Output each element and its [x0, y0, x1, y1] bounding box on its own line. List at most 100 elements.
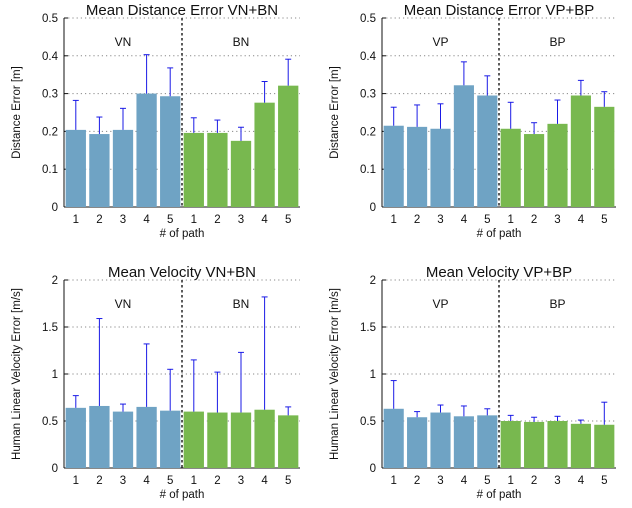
bar	[254, 102, 275, 207]
x-tick-label: 3	[437, 214, 443, 226]
bar	[547, 123, 568, 207]
x-tick-label: 1	[73, 475, 79, 487]
y-axis-label: Distance Error [m]	[329, 66, 341, 159]
x-tick-label: 4	[143, 214, 150, 226]
bar	[278, 415, 299, 468]
bar	[524, 421, 545, 468]
y-tick-label: 0.4	[42, 51, 59, 63]
bar	[500, 128, 521, 207]
y-tick-label: 0.4	[360, 51, 377, 63]
x-tick-label: 2	[531, 214, 537, 226]
bar	[570, 423, 591, 468]
x-tick-label: 3	[120, 475, 126, 487]
y-tick-label: 1.5	[360, 322, 376, 334]
chart-panel-2: Mean Distance Error VP+BP 0 0.1 0.2 0.3 0.4 0.…	[329, 2, 616, 240]
x-tick-label: 4	[261, 475, 268, 487]
x-tick-label: 5	[167, 475, 173, 487]
y-tick-label: 0	[52, 202, 58, 214]
x-tick-label: 4	[578, 214, 585, 226]
chart-title: Mean Distance Error VP+BP	[404, 2, 595, 19]
y-tick-label: 1.5	[42, 322, 58, 334]
x-tick-label: 5	[601, 475, 607, 487]
chart-title: Mean Velocity VN+BN	[108, 264, 256, 281]
x-tick-label: 5	[484, 475, 490, 487]
bar	[89, 405, 110, 468]
group-label: BP	[549, 35, 565, 49]
group-label: BP	[549, 297, 565, 311]
x-tick-label: 3	[554, 214, 560, 226]
x-tick-label: 5	[285, 214, 291, 226]
chart-panel-1: Mean Distance Error VN+BN 0 0.1 0.2 0.3 0.4 0.…	[11, 2, 300, 240]
bar	[594, 424, 615, 468]
bar	[278, 85, 299, 207]
y-tick-label: 0.5	[360, 13, 376, 25]
group-label: BN	[233, 35, 250, 49]
x-tick-label: 2	[96, 214, 102, 226]
bar	[524, 134, 545, 207]
x-tick-label: 5	[285, 475, 291, 487]
bar	[160, 96, 181, 207]
bar	[453, 85, 474, 207]
y-tick-label: 0	[370, 463, 376, 475]
x-tick-label: 4	[143, 475, 150, 487]
chart-panel-4: Mean Velocity VP+BP 0 0.5 1 1.5 2 1 2 3 4 5 1 2 3 4 5 VP…	[329, 264, 616, 501]
bar	[407, 417, 428, 468]
y-tick-label: 2	[52, 275, 58, 287]
bar	[594, 106, 615, 207]
y-tick-label: 0	[52, 463, 58, 475]
bar	[230, 140, 252, 207]
group-label: VN	[115, 297, 132, 311]
y-tick-label: 2	[370, 275, 376, 287]
bar	[500, 421, 521, 468]
bar	[136, 406, 157, 468]
bar	[65, 129, 86, 207]
y-axis-label: Distance Error [m]	[11, 66, 23, 159]
y-tick-label: 0.3	[360, 89, 376, 101]
x-tick-label: 5	[167, 214, 173, 226]
bar	[453, 416, 474, 468]
bar	[570, 95, 591, 207]
y-tick-label: 1	[52, 369, 58, 381]
x-axis-label: # of path	[477, 489, 522, 501]
group-label: VN	[115, 35, 132, 49]
bar	[207, 132, 228, 207]
group-label: VP	[432, 297, 448, 311]
x-tick-label: 1	[390, 214, 396, 226]
bar	[65, 407, 86, 468]
y-tick-label: 0.1	[42, 164, 58, 176]
chart-panel-3: Mean Velocity VN+BN 0 0.5 1 1.5 2 1 2 3 4 5 1 2 3 4 5 VN…	[11, 264, 300, 501]
x-tick-label: 2	[214, 214, 220, 226]
x-tick-label: 4	[461, 475, 468, 487]
bar	[477, 95, 498, 207]
chart-title: Mean Velocity VP+BP	[426, 264, 572, 281]
x-tick-label: 2	[214, 475, 220, 487]
bar	[430, 128, 451, 207]
bar	[112, 411, 134, 468]
bar	[112, 129, 134, 207]
y-tick-label: 0.2	[360, 126, 376, 138]
x-tick-label: 3	[554, 475, 560, 487]
x-tick-label: 4	[461, 214, 468, 226]
bar	[183, 411, 204, 468]
x-tick-label: 2	[414, 214, 420, 226]
y-axis-label: Human Linear Velocity Error [m/s]	[11, 288, 23, 460]
x-axis-label: # of path	[160, 228, 205, 240]
bar	[430, 412, 451, 468]
bar	[254, 409, 275, 468]
bar	[207, 412, 228, 468]
x-tick-label: 4	[261, 214, 268, 226]
y-tick-label: 0.2	[42, 126, 58, 138]
x-tick-label: 4	[578, 475, 585, 487]
x-tick-label: 5	[601, 214, 607, 226]
x-tick-label: 1	[507, 475, 513, 487]
x-tick-label: 5	[484, 214, 490, 226]
bar	[230, 412, 252, 468]
y-tick-label: 0.1	[360, 164, 376, 176]
y-tick-label: 1	[370, 369, 376, 381]
x-tick-label: 3	[238, 214, 244, 226]
y-axis-label: Human Linear Velocity Error [m/s]	[329, 288, 341, 460]
x-tick-label: 3	[120, 214, 126, 226]
x-axis-label: # of path	[477, 228, 522, 240]
bar	[383, 408, 404, 468]
